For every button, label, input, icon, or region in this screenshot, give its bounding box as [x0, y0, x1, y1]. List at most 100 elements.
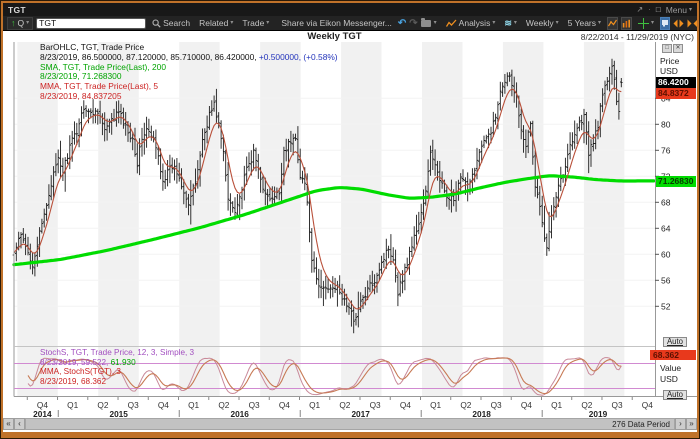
- svg-text:Q2: Q2: [581, 400, 592, 410]
- crosshair-icon: [638, 17, 650, 29]
- trade-label: Trade: [242, 18, 265, 28]
- wave-overlay-dropdown[interactable]: ≋ ▾: [501, 17, 520, 30]
- svg-text:2019: 2019: [589, 409, 608, 419]
- svg-text:Q1: Q1: [551, 400, 562, 410]
- svg-text:2018: 2018: [472, 409, 491, 419]
- svg-text:Q4: Q4: [642, 400, 653, 410]
- svg-text:Q3: Q3: [370, 400, 381, 410]
- panel-close-icon[interactable]: ✕: [673, 44, 683, 53]
- svg-text:Q1: Q1: [309, 400, 320, 410]
- legend-stoch-values: 8/23/2019, 59.522, 61.930: [40, 358, 194, 368]
- panel-minimize-icon[interactable]: □: [662, 44, 672, 53]
- svg-text:Q3: Q3: [612, 400, 623, 410]
- quote-button[interactable]: Q: [17, 18, 25, 28]
- stoch-mma-label: 68.362: [650, 350, 696, 360]
- svg-text:80: 80: [661, 119, 671, 129]
- chevron-down-icon: ▾: [513, 20, 517, 26]
- menu-button[interactable]: Menu ▾: [666, 5, 692, 15]
- chart-date-range: 8/22/2014 - 11/29/2019 (NYC): [580, 32, 694, 42]
- svg-text:Q1: Q1: [67, 400, 78, 410]
- search-button[interactable]: Search: [149, 17, 193, 30]
- analysis-dropdown[interactable]: Analysis ▾: [443, 17, 499, 30]
- sma-price-label: 71.26830: [656, 176, 696, 187]
- svg-text:52: 52: [661, 301, 671, 311]
- interval-dropdown[interactable]: Weekly ▾: [523, 17, 562, 30]
- svg-text:Q2: Q2: [460, 400, 471, 410]
- stoch-axis-title-1: Value: [660, 363, 682, 373]
- svg-text:Q2: Q2: [97, 400, 108, 410]
- legend-sma-name: SMA, TGT, Trade Price(Last), 200: [40, 61, 166, 72]
- analysis-icon: [445, 19, 457, 27]
- scroll-far-right-button[interactable]: »: [686, 418, 697, 430]
- svg-text:Q3: Q3: [491, 400, 502, 410]
- chevron-down-icon[interactable]: ▾: [26, 20, 30, 26]
- panel-buttons: □ ✕: [662, 44, 683, 53]
- trade-dropdown[interactable]: Trade ▾: [239, 17, 272, 30]
- svg-text:68: 68: [661, 197, 671, 207]
- scroll-left-button[interactable]: ‹: [14, 418, 25, 430]
- stoch-panel: [14, 357, 655, 396]
- price-axis-title-1: Price: [660, 56, 680, 66]
- svg-text:56: 56: [661, 275, 671, 285]
- symbol-input[interactable]: [36, 17, 147, 29]
- price-auto-button[interactable]: Auto: [663, 337, 687, 347]
- crosshair-dropdown[interactable]: ▾: [635, 17, 657, 30]
- svg-text:2016: 2016: [230, 409, 249, 419]
- chevron-down-icon: ▾: [598, 20, 602, 26]
- legend-sma-value: 8/23/2019, 71.268300: [40, 71, 122, 82]
- chevron-down-icon: ▾: [492, 20, 496, 26]
- stoch-legend: StochS, TGT, Trade Price, 12, 3, Simple,…: [40, 348, 194, 386]
- svg-text:Q3: Q3: [128, 400, 139, 410]
- open-folder-icon[interactable]: [420, 17, 431, 30]
- interval-label: Weekly: [525, 18, 554, 28]
- search-label: Search: [163, 18, 191, 28]
- svg-text:2015: 2015: [109, 409, 128, 419]
- expand-horizontal-icon[interactable]: [673, 17, 684, 30]
- svg-text:Q4: Q4: [400, 400, 411, 410]
- maximize-icon[interactable]: □: [655, 5, 661, 14]
- mma-price-label: 84.8372: [656, 88, 696, 99]
- legend-stoch-k: 8/23/2019, 59.522,: [40, 357, 111, 367]
- redo-icon[interactable]: ↷: [409, 17, 418, 29]
- legend-mma-value: 8/23/2019, 84.837205: [40, 90, 122, 101]
- analysis-label: Analysis: [458, 18, 491, 28]
- up-arrow-icon[interactable]: ↑: [11, 17, 16, 28]
- legend-mma-name: MMA, TGT, Trade Price(Last), 5: [40, 81, 159, 92]
- pin-icon[interactable]: ·: [648, 5, 651, 14]
- chevron-down-icon: ▾: [230, 20, 234, 26]
- scroll-track[interactable]: 276 Data Period: [25, 418, 675, 430]
- share-messenger-button[interactable]: Share via Eikon Messenger...: [278, 17, 395, 30]
- time-axis: Q4 Q1 Q2 Q3 Q4 Q1 Q2 Q3 Q4 Q1 Q2 Q3 Q4 Q1 Q2 Q3 Q4 Q1 Q2 Q3…: [26, 397, 653, 419]
- stoch-auto-button[interactable]: Auto: [663, 390, 687, 400]
- chart-style-icon[interactable]: [607, 16, 619, 30]
- related-label: Related: [199, 18, 229, 28]
- collapse-horizontal-icon[interactable]: [687, 17, 698, 30]
- related-dropdown[interactable]: Related ▾: [196, 17, 236, 30]
- legend-stochmma-name: MMA, StochS(TGT), 3: [40, 367, 121, 377]
- data-period-label: 276 Data Period: [612, 420, 670, 429]
- legend-stochmma-value: 8/23/2019, 68.362: [40, 376, 107, 386]
- range-dropdown[interactable]: 5 Years ▾: [565, 17, 604, 30]
- svg-text:60: 60: [661, 249, 671, 259]
- popout-icon[interactable]: ↗: [636, 5, 644, 14]
- svg-text:Q4: Q4: [279, 400, 290, 410]
- chevron-down-icon[interactable]: ▾: [433, 20, 437, 26]
- chart-compare-icon[interactable]: [621, 16, 633, 30]
- annotation-icon[interactable]: [660, 16, 671, 30]
- chevron-down-icon: ▾: [266, 20, 270, 26]
- svg-text:Q4: Q4: [521, 400, 532, 410]
- svg-text:64: 64: [661, 223, 671, 233]
- menu-label: Menu: [665, 4, 687, 15]
- undo-icon[interactable]: ↶: [397, 17, 407, 29]
- price-axis-title-2: USD: [660, 66, 678, 76]
- title-bar: TGT ↗ · □ Menu ▾: [3, 3, 697, 16]
- scroll-right-button[interactable]: ›: [675, 418, 686, 430]
- svg-text:Q2: Q2: [339, 400, 350, 410]
- window-title: TGT: [8, 4, 26, 15]
- scroll-far-left-button[interactable]: «: [3, 418, 14, 430]
- stoch-axis-title-2: USD: [660, 374, 678, 384]
- range-label: 5 Years: [567, 18, 597, 28]
- chevron-down-icon: ▾: [651, 20, 655, 26]
- svg-text:Q1: Q1: [430, 400, 441, 410]
